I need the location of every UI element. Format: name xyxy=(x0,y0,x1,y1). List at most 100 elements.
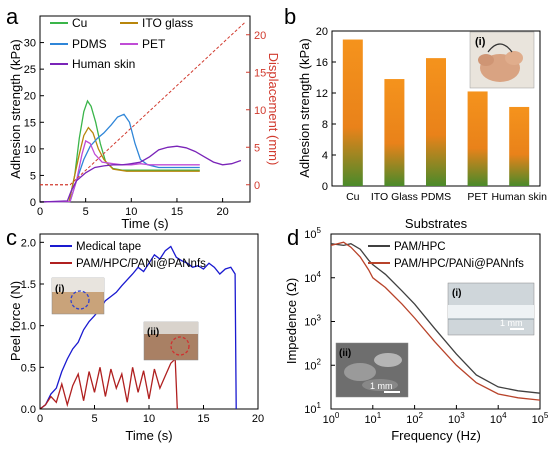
panel-d-x-tick-label: 101 xyxy=(364,411,381,426)
panel-d-x-tick-label: 102 xyxy=(406,411,423,426)
panel-a-x-tick-label: 0 xyxy=(37,206,43,218)
panel-d-y-tick-label: 101 xyxy=(304,401,321,416)
panel-c-legend-entry: PAM/HPC/PANi@PANnfs xyxy=(76,258,206,270)
panel-d-y-tick-label: 102 xyxy=(304,357,321,372)
panel-a-legend-entry: Cu xyxy=(72,16,87,30)
panel-d-x-tick-label: 105 xyxy=(532,411,549,426)
panel-a-legend-entry: PDMS xyxy=(72,37,107,51)
panel-d-series-pam-hpc-pani xyxy=(330,241,541,401)
panel-b-bar-chart: Cu ITO Glass PDMS PET Human skin 0 4 8 12 16 20 S… xyxy=(297,26,547,231)
panel-c-series-pam-hpc-pani xyxy=(39,357,178,410)
panel-a-y-tick-label: 25 xyxy=(24,64,36,76)
panel-d-inset-scale-ii: 1 mm xyxy=(370,381,393,391)
panel-c-legend-entry: Medical tape xyxy=(76,241,141,253)
panel-b-bar-pet xyxy=(467,91,488,186)
panel-c-y-tick-label: 1.0 xyxy=(21,321,36,333)
panel-label-d: d xyxy=(287,225,299,250)
panel-a-y-tick-label: 5 xyxy=(30,170,36,182)
panel-c-y-tick-label: 0.5 xyxy=(21,362,36,374)
panel-a-x-tick-label: 20 xyxy=(216,206,228,218)
panel-d-inset-scale-i: 1 mm xyxy=(500,318,523,328)
panel-c-inset-photo-i: (i) xyxy=(51,277,105,315)
panel-c-inset-label-ii: (ii) xyxy=(147,327,159,338)
panel-b-inset-label: (i) xyxy=(475,36,486,48)
panel-a-y2-axis-label: Displacement (mm) xyxy=(266,53,281,166)
panel-c-x-axis-label: Time (s) xyxy=(125,428,172,443)
panel-b-y-tick-label: 4 xyxy=(322,150,328,162)
panel-a-y-tick-label: 30 xyxy=(24,38,36,50)
panel-b-x-tick-label: Human skin xyxy=(491,191,547,203)
panel-d-x-tick-label: 103 xyxy=(448,411,465,426)
panel-c-y-tick-label: 2.0 xyxy=(21,237,36,249)
panel-c-inset-photo-ii: (ii) xyxy=(143,321,199,361)
panel-a-series-cu xyxy=(39,99,200,203)
panel-d-series-pam-hpc xyxy=(330,243,541,394)
panel-c-x-tick-label: 20 xyxy=(252,413,264,425)
panel-b-x-tick-label: PET xyxy=(467,191,488,203)
panel-b-y-tick-label: 0 xyxy=(322,181,328,193)
panel-a-y-tick-label: 15 xyxy=(24,117,36,129)
panel-a-series-pdms xyxy=(39,113,200,203)
panel-b-bar-human-skin xyxy=(509,106,530,186)
panel-b-x-tick-label: ITO Glass xyxy=(371,191,418,203)
panel-c-x-tick-label: 0 xyxy=(37,413,43,425)
panel-c-x-tick-label: 15 xyxy=(197,413,209,425)
panel-a-y2-tick-label: 5 xyxy=(254,142,260,154)
panel-c-peel-force-chart: 0 5 10 15 20 0.0 0.5 1.0 1.5 2.0 Medical tape PAM… xyxy=(8,233,264,443)
panel-d-y-axis-label: Impedence (Ω) xyxy=(284,278,299,364)
panel-a-y2-tick-label: 15 xyxy=(254,67,266,79)
panel-label-c: c xyxy=(6,225,17,250)
panel-a-y2-tick-label: 0 xyxy=(254,180,260,192)
panel-d-y-tick-label: 103 xyxy=(304,314,321,329)
panel-c-x-tick-label: 5 xyxy=(91,413,97,425)
panel-a-y-tick-label: 0 xyxy=(30,197,36,209)
panel-b-bar-ito-glass xyxy=(384,79,405,186)
panel-d-inset-label-i: (i) xyxy=(452,288,461,299)
panel-label-a: a xyxy=(6,4,19,29)
panel-a-legend-entry: PET xyxy=(142,37,166,51)
panel-a-adhesion-time-chart: 0 5 10 15 20 0 5 10 15 20 25 30 0 5 10 15 20 Cu ITO gla… xyxy=(8,15,281,231)
panel-a-y-axis-label: Adhesion strength (kPa) xyxy=(8,39,23,178)
panel-d-y-tick-label: 104 xyxy=(304,270,321,285)
panel-d-x-tick-label: 100 xyxy=(323,411,340,426)
panel-b-y-tick-label: 12 xyxy=(316,88,328,100)
panel-a-y2-tick-label: 10 xyxy=(254,105,266,117)
panel-c-y-axis-label: Peel force (N) xyxy=(8,281,23,361)
panel-d-inset-photo-i: (i) 1 mm xyxy=(447,282,535,336)
panel-a-x-tick-label: 5 xyxy=(83,206,89,218)
panel-a-x-tick-label: 10 xyxy=(125,206,137,218)
panel-b-bar-pdms xyxy=(426,58,446,186)
panel-a-y-tick-label: 20 xyxy=(24,91,36,103)
panel-d-x-axis-label: Frequency (Hz) xyxy=(391,428,481,443)
panel-b-y-axis-label: Adhesion strength (kPa) xyxy=(297,38,312,177)
panel-b-y-tick-label: 16 xyxy=(316,57,328,69)
panel-a-plot-frame xyxy=(39,15,251,203)
panel-b-x-tick-label: Cu xyxy=(346,191,360,203)
panel-a-legend-entry: Human skin xyxy=(72,57,135,71)
panel-a-y-tick-label: 10 xyxy=(24,144,36,156)
panel-c-y-tick-label: 0.0 xyxy=(21,404,36,416)
panel-a-legend-entry: ITO glass xyxy=(142,16,193,30)
panel-d-inset-label-ii: (ii) xyxy=(339,348,351,359)
panel-a-y2-tick-label: 20 xyxy=(254,30,266,42)
panel-a-x-tick-label: 15 xyxy=(171,206,183,218)
panel-a-x-axis-label: Time (s) xyxy=(121,216,168,231)
panel-c-series-medical-tape xyxy=(39,245,237,410)
panel-d-y-tick-label: 105 xyxy=(304,226,321,241)
panel-b-inset-hand-photo: (i) xyxy=(469,31,535,89)
panel-c-y-tick-label: 1.5 xyxy=(21,279,36,291)
panel-d-x-tick-label: 104 xyxy=(490,411,507,426)
panel-c-x-tick-label: 10 xyxy=(143,413,155,425)
panel-b-x-tick-label: PDMS xyxy=(421,191,451,203)
panel-d-legend-entry: PAM/HPC/PANi@PANnfs xyxy=(394,258,524,270)
panel-label-b: b xyxy=(284,4,296,29)
panel-c-inset-label-i: (i) xyxy=(55,284,64,295)
panel-a-series-human-skin xyxy=(39,145,242,203)
panel-b-bar-cu xyxy=(342,39,363,187)
panel-d-legend-entry: PAM/HPC xyxy=(394,241,446,253)
panel-b-x-axis-label: Substrates xyxy=(405,216,468,231)
panel-d-inset-photo-ii: (ii) 1 mm xyxy=(335,342,409,398)
panel-b-y-tick-label: 20 xyxy=(316,26,328,38)
